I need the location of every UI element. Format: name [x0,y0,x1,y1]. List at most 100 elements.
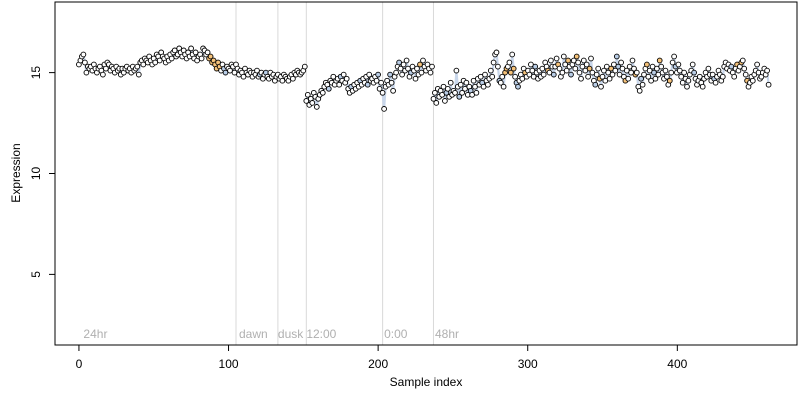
x-tick-label: 200 [368,357,388,371]
data-point [397,65,404,72]
data-point [485,81,491,88]
data-point [240,73,247,80]
data-point [100,71,106,78]
y-axis: 5 10 15 [29,66,56,278]
data-point [612,67,619,74]
data-point [532,63,539,70]
data-point [506,59,513,66]
data-point [417,61,423,68]
data-point [575,59,581,66]
y-tick-label: 10 [29,167,43,181]
data-point [103,65,109,72]
plot-frame [54,1,798,346]
data-point [681,69,687,76]
data-point [188,45,194,52]
data-point [135,71,142,78]
data-point [631,65,637,72]
data-point [473,89,480,96]
data-point [459,89,465,96]
data-point [336,81,343,88]
data-point [222,69,229,76]
data-point [583,61,590,68]
data-point [456,93,463,100]
data-point [691,69,697,76]
data-point [731,73,738,80]
data-point [140,61,147,68]
data-point [80,51,87,58]
data-point [510,65,517,72]
phase-lines [235,2,434,345]
data-point [387,71,393,78]
data-point [493,49,500,56]
data-point [378,79,384,86]
data-point [290,75,296,82]
data-point [414,65,420,72]
data-point [303,98,310,104]
data-point [741,65,748,72]
data-point [540,71,547,78]
phase-label: 12:00 [306,327,336,341]
data-point [742,71,749,78]
data-point [671,53,677,60]
data-point [412,75,419,82]
data-point [598,83,604,90]
data-point [319,89,326,96]
data-point [754,61,760,68]
data-point [457,81,464,88]
data-point [592,81,599,88]
data-point [207,53,214,60]
data-point [658,63,665,70]
data-point [381,106,387,112]
data-point [668,69,675,76]
data-point [572,65,579,72]
data-point [512,73,518,80]
data-point [515,83,521,90]
data-point [586,65,593,72]
data-point [509,51,516,58]
data-point [500,83,507,90]
data-point [204,49,211,56]
data-point [390,87,396,94]
data-point [379,89,386,96]
data-point [325,85,332,92]
data-point [301,63,308,70]
data-point [633,69,640,76]
phase-labels: 24hr dawn dusk 12:00 0:00 48hr [83,327,459,341]
phase-label: 48hr [435,327,459,341]
data-point [578,75,584,82]
data-point [595,65,602,72]
x-tick-label: 400 [667,357,687,371]
data-point [388,79,395,86]
data-point [420,57,426,64]
data-point [429,63,435,70]
data-point [563,67,570,74]
data-point [764,67,770,74]
data-point [343,75,350,82]
data-point [418,69,425,76]
data-point [134,63,141,70]
phase-label: 0:00 [384,327,408,341]
data-point [685,77,692,84]
data-point [609,71,616,78]
data-point [507,69,514,76]
data-point [376,85,383,92]
data-point [664,73,670,80]
data-point [684,83,690,90]
data-point [666,77,673,84]
data-point [313,104,320,110]
data-point [453,67,460,74]
data-point [606,75,613,82]
data-point [765,81,772,88]
data-point [644,61,650,68]
data-point [433,100,440,106]
data-point [679,79,686,86]
data-point [227,67,233,74]
data-point [309,100,316,106]
x-axis: 0 100 200 300 400 [76,344,688,371]
data-point [198,55,205,62]
phase-label: 24hr [83,327,107,341]
data-point [497,79,504,86]
data-point [152,59,159,66]
data-point [550,71,557,78]
data-point [403,57,410,64]
